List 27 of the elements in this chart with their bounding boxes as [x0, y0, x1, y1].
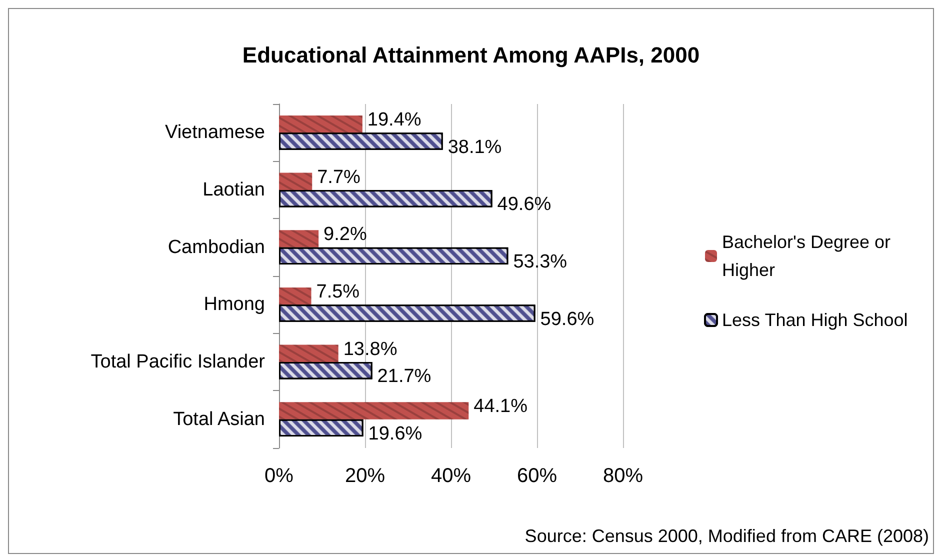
data-label: 38.1% [448, 136, 502, 158]
data-label: 59.6% [540, 308, 594, 330]
source-note: Source: Census 2000, Modified from CARE (2008) [524, 526, 930, 546]
data-label: 19.4% [367, 110, 422, 131]
x-tick-label: 80% [602, 465, 644, 487]
legend-label: Bachelor's Degree or Higher [722, 232, 896, 280]
data-label: 19.6% [368, 423, 422, 444]
data-label: 9.2% [324, 224, 367, 246]
data-label: 7.5% [316, 282, 360, 303]
legend-label: Less Than High School [722, 310, 908, 330]
x-tick-label: 0% [264, 465, 294, 487]
data-label: 53.3% [513, 251, 568, 272]
data-label: 13.8% [343, 338, 398, 360]
x-tick-label: 20% [344, 465, 386, 487]
y-tick-label: Laotian [202, 180, 265, 200]
data-label: 7.7% [317, 166, 361, 188]
data-label: 49.6% [497, 194, 552, 216]
y-tick-label: Total Asian [173, 408, 265, 430]
y-tick-label: Cambodian [168, 236, 265, 258]
data-label: 21.7% [377, 366, 432, 388]
y-tick-label: Total Pacific Islander [90, 352, 266, 372]
x-tick-label: 40% [430, 465, 472, 487]
y-tick-label: Vietnamese [165, 122, 265, 144]
x-tick-label: 60% [516, 465, 558, 487]
data-label: 44.1% [474, 396, 528, 418]
chart-title: Educational Attainment Among AAPIs, 2000 [242, 42, 700, 68]
y-tick-label: Hmong [204, 294, 265, 316]
